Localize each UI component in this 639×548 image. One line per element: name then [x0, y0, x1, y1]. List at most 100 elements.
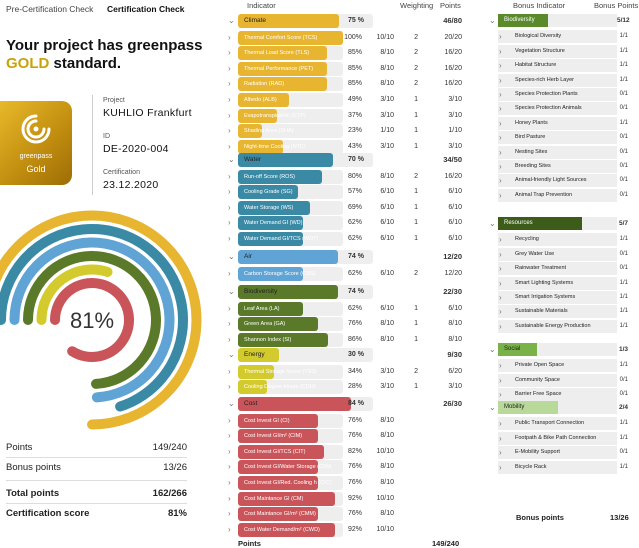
indicator-row[interactable]: › Radiation (RAD) 85% 8/10 2 16/20 — [226, 77, 476, 92]
indicator-row[interactable]: › Water Demand GI (WD) 62% 6/10 1 6/10 — [226, 216, 476, 231]
chevron-down-icon[interactable]: ⌄ — [228, 399, 235, 408]
indicator-row[interactable]: › Shading Area (SHA) 23% 1/10 1 1/10 — [226, 124, 476, 139]
chevron-right-icon[interactable]: › — [499, 293, 502, 302]
chevron-down-icon[interactable]: ⌄ — [228, 252, 235, 261]
chevron-right-icon[interactable]: › — [228, 48, 231, 58]
bonus-indicator-row[interactable]: › Habitat Structure 1/1 — [498, 59, 628, 73]
chevron-right-icon[interactable]: › — [228, 218, 231, 228]
bonus-indicator-row[interactable]: › Community Space 0/1 — [498, 373, 628, 387]
chevron-down-icon[interactable]: ⌄ — [228, 287, 235, 296]
bonus-indicator-row[interactable]: › Rainwater Treatment 0/1 — [498, 262, 628, 276]
indicator-row[interactable]: › Cost Invest GI (CI) 76% 8/10 — [226, 413, 476, 428]
indicator-row[interactable]: › Water Storage (WS) 69% 6/10 1 6/10 — [226, 200, 476, 215]
chevron-right-icon[interactable]: › — [228, 79, 231, 89]
chevron-right-icon[interactable]: › — [228, 415, 231, 425]
chevron-right-icon[interactable]: › — [499, 361, 502, 371]
indicator-row[interactable]: › Carbon Storage Score (CSS) 62% 6/10 2 12/20 — [226, 266, 476, 281]
indicator-row[interactable]: › Evapotranspiration (ETP) 37% 3/10 1 3/10 — [226, 108, 476, 123]
chevron-down-icon[interactable]: ⌄ — [228, 350, 235, 359]
indicator-row[interactable]: › Cost Invest GI/TCS (CIT) 82% 10/10 — [226, 444, 476, 459]
indicator-row[interactable]: › Cost Invest GI/Red. Cooling h (CIC) 76% 8… — [226, 476, 476, 490]
chevron-right-icon[interactable]: › — [228, 334, 231, 344]
bonus-indicator-row[interactable]: › Footpath & Bike Path Connection 1/1 — [498, 431, 628, 445]
bonus-indicator-row[interactable]: › Species-rich Herb Layer 1/1 — [498, 73, 628, 87]
bonus-indicator-row[interactable]: › Bird Pasture 0/1 — [498, 131, 628, 145]
chevron-right-icon[interactable]: › — [499, 249, 502, 259]
bonus-indicator-row[interactable]: › Smart Lighting Systems 1/1 — [498, 276, 628, 290]
indicator-row[interactable]: › Green Area (GA) 76% 8/10 1 8/10 — [226, 317, 476, 332]
chevron-right-icon[interactable]: › — [228, 509, 231, 519]
chevron-right-icon[interactable]: › — [228, 268, 231, 278]
chevron-right-icon[interactable]: › — [228, 524, 231, 534]
bonus-category-row[interactable]: ⌄ Mobility 2/4 — [489, 401, 628, 414]
chevron-right-icon[interactable]: › — [499, 104, 502, 114]
chevron-right-icon[interactable]: › — [499, 448, 502, 458]
chevron-right-icon[interactable]: › — [228, 63, 231, 73]
bonus-indicator-row[interactable]: › Private Open Space 1/1 — [498, 359, 628, 373]
category-row[interactable]: ⌄ Cost 84 % 26/30 — [226, 397, 476, 411]
chevron-right-icon[interactable]: › — [228, 478, 231, 487]
indicator-row[interactable]: › Cost Maintance GI (CM) 92% 10/10 — [226, 491, 476, 506]
chevron-right-icon[interactable]: › — [499, 90, 502, 99]
indicator-row[interactable]: › Albedo (ALB) 49% 3/10 1 3/10 — [226, 93, 476, 107]
chevron-right-icon[interactable]: › — [228, 234, 231, 243]
indicator-row[interactable]: › Cost Maintance GI/m² (CMM) 76% 8/10 — [226, 507, 476, 522]
indicator-row[interactable]: › Thermal Performance (PET) 85% 8/10 2 16/20 — [226, 61, 476, 76]
bonus-indicator-row[interactable]: › Smart Irrigation Systems 1/1 — [498, 291, 628, 304]
bonus-indicator-row[interactable]: › Animal-friendly Light Sources 0/1 — [498, 174, 628, 188]
chevron-down-icon[interactable]: ⌄ — [489, 345, 496, 354]
bonus-indicator-row[interactable]: › Recycling 1/1 — [498, 233, 628, 247]
bonus-indicator-row[interactable]: › Honey Plants 1/1 — [498, 116, 628, 130]
chevron-right-icon[interactable]: › — [228, 187, 231, 197]
bonus-indicator-row[interactable]: › E-Mobility Support 0/1 — [498, 446, 628, 460]
bonus-indicator-row[interactable]: › Sustainable Energy Production 1/1 — [498, 319, 628, 333]
chevron-right-icon[interactable]: › — [228, 319, 231, 329]
bonus-indicator-row[interactable]: › Animal Trap Prevention 0/1 — [498, 188, 628, 202]
chevron-right-icon[interactable]: › — [499, 419, 502, 429]
chevron-right-icon[interactable]: › — [499, 264, 502, 274]
chevron-right-icon[interactable]: › — [499, 147, 502, 157]
category-row[interactable]: ⌄ Climate 75 % 46/80 — [226, 14, 476, 28]
chevron-right-icon[interactable]: › — [228, 202, 231, 212]
indicator-row[interactable]: › Thermal Storage Score (TSS) 34% 3/10 2 6/20 — [226, 364, 476, 379]
bonus-indicator-row[interactable]: › Barrier Free Space 0/1 — [498, 388, 628, 402]
chevron-right-icon[interactable]: › — [499, 46, 502, 56]
chevron-right-icon[interactable]: › — [499, 390, 502, 400]
chevron-right-icon[interactable]: › — [499, 32, 502, 42]
chevron-down-icon[interactable]: ⌄ — [228, 155, 235, 164]
indicator-row[interactable]: › Leaf Area (LA) 62% 6/10 1 6/10 — [226, 301, 476, 316]
bonus-indicator-row[interactable]: › Nesting Sites 0/1 — [498, 145, 628, 159]
bonus-category-row[interactable]: ⌄ Resources 5/7 — [489, 217, 628, 230]
chevron-right-icon[interactable]: › — [499, 375, 502, 385]
bonus-indicator-row[interactable]: › Public Transport Connection 1/1 — [498, 417, 628, 431]
chevron-right-icon[interactable]: › — [499, 235, 502, 245]
indicator-row[interactable]: › Thermal Comfort Score (TCS) 100% 10/10 2 20… — [226, 30, 476, 45]
chevron-right-icon[interactable]: › — [499, 433, 502, 443]
chevron-down-icon[interactable]: ⌄ — [228, 16, 235, 25]
chevron-right-icon[interactable]: › — [228, 126, 231, 136]
chevron-right-icon[interactable]: › — [499, 190, 502, 200]
chevron-right-icon[interactable]: › — [228, 382, 231, 392]
category-row[interactable]: ⌄ Water 70 % 34/50 — [226, 153, 476, 167]
indicator-row[interactable]: › Water Demand GI/TCS (WDT) 62% 6/10 1 6/10 — [226, 232, 476, 246]
chevron-right-icon[interactable]: › — [228, 366, 231, 376]
bonus-indicator-row[interactable]: › Grey Water Use 0/1 — [498, 247, 628, 261]
bonus-indicator-row[interactable]: › Sustainable Materials 1/1 — [498, 305, 628, 319]
chevron-right-icon[interactable]: › — [499, 321, 502, 331]
chevron-right-icon[interactable]: › — [499, 462, 502, 472]
chevron-right-icon[interactable]: › — [499, 133, 502, 143]
bonus-category-row[interactable]: ⌄ Biodiversity 5/12 — [489, 14, 630, 27]
bonus-indicator-row[interactable]: › Biological Diversity 1/1 — [498, 30, 628, 44]
chevron-right-icon[interactable]: › — [228, 431, 231, 441]
bonus-indicator-row[interactable]: › Species Protection Animals 0/1 — [498, 102, 628, 116]
category-row[interactable]: ⌄ Air 74 % 12/20 — [226, 250, 476, 264]
chevron-right-icon[interactable]: › — [228, 95, 231, 104]
chevron-right-icon[interactable]: › — [499, 75, 502, 85]
category-row[interactable]: ⌄ Energy 30 % 9/30 — [226, 348, 476, 362]
tab-certification[interactable]: Certification Check — [107, 4, 185, 14]
bonus-indicator-row[interactable]: › Bicycle Rack 1/1 — [498, 460, 628, 474]
chevron-right-icon[interactable]: › — [499, 118, 502, 128]
chevron-right-icon[interactable]: › — [228, 171, 231, 181]
indicator-row[interactable]: › Night-time Cooling (NTC) 43% 3/10 1 3/10 — [226, 139, 476, 154]
chevron-right-icon[interactable]: › — [228, 110, 231, 120]
